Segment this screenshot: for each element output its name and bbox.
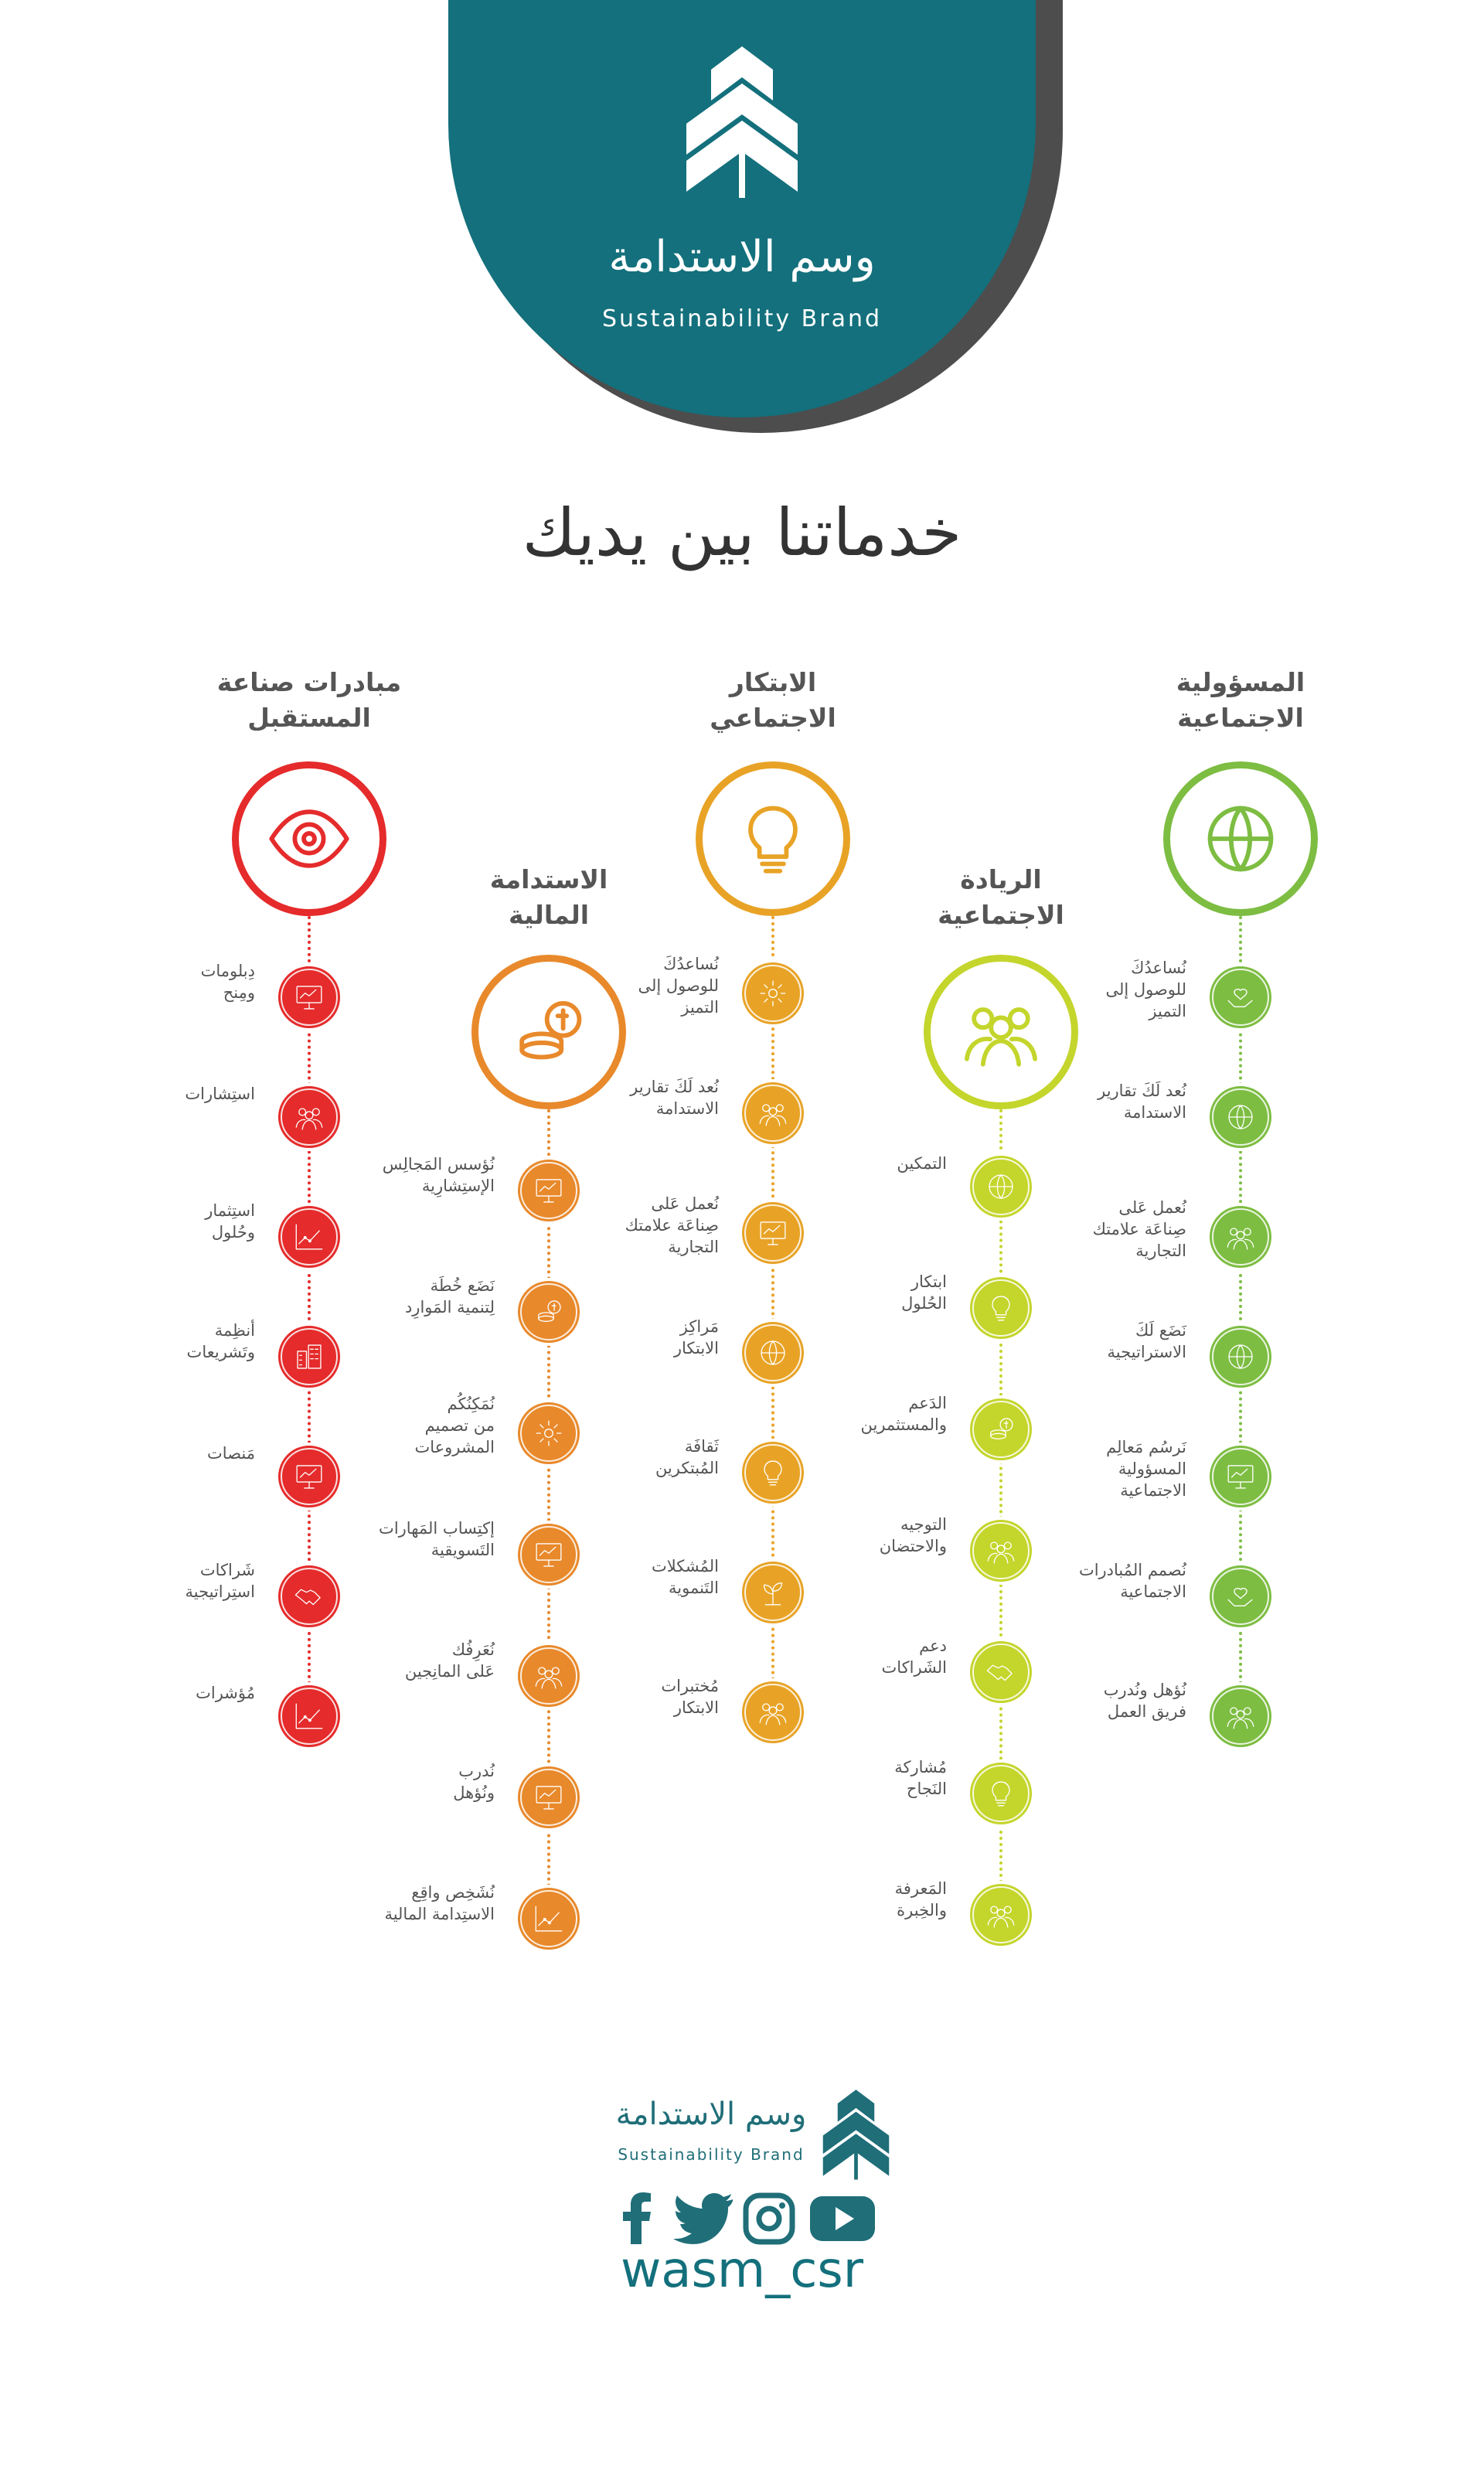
knowledge-network-icon[interactable]: [967, 1881, 1035, 1949]
plant-growth-icon[interactable]: [739, 1558, 807, 1627]
project-design-icon[interactable]: [515, 1399, 583, 1467]
column-connector-line: [547, 1109, 550, 1919]
service-label: نُصمم المُبادرات الاجتماعية: [1078, 1561, 1186, 1601]
column-connector-line: [999, 1109, 1002, 1915]
service-label: نَضَع خُطَة لِتنمية المَوارِد: [404, 1276, 495, 1317]
column-title: الابتكار الاجتماعي: [710, 667, 836, 733]
page-title: خدماتنا بين يديك: [522, 495, 962, 571]
consulting-icon[interactable]: [275, 1083, 343, 1151]
service-label: الدَعم والمستثمرين: [860, 1394, 947, 1434]
training-board-icon[interactable]: [515, 1763, 583, 1831]
team-icon[interactable]: [1207, 1682, 1275, 1750]
service-label: مَنصات: [207, 1444, 255, 1463]
service-label: المَعرفة والخِبرة: [894, 1879, 947, 1919]
hands-globe-icon[interactable]: [1207, 963, 1275, 1031]
leader-network-icon[interactable]: [924, 955, 1078, 1109]
column-connector-line: [771, 916, 774, 1712]
column-connector-line: [1239, 916, 1242, 1716]
service-label: نُساعدُكَ للوصول إلى التميز: [1105, 959, 1186, 1020]
service-label: نُعد لَكَ تقارير الاستدامة: [630, 1078, 719, 1118]
planet-icon[interactable]: [739, 1319, 807, 1387]
service-label: مُشاركة النَجاح: [894, 1758, 947, 1798]
column-connector-line: [308, 916, 311, 1716]
service-label: نُمَكِنُكُم من تصميم المشروعات: [414, 1395, 495, 1456]
service-label: نُعد لَكَ تقارير الاستدامة: [1098, 1082, 1186, 1122]
service-label: استِثمار وحُلول: [205, 1201, 255, 1242]
brand-board-icon[interactable]: [739, 1199, 807, 1267]
service-label: المُشكلات التَنموية: [651, 1557, 719, 1597]
instagram-icon[interactable]: [742, 2192, 796, 2246]
column-title: المسؤولية الاجتماعية: [1176, 667, 1305, 733]
empower-globe-icon[interactable]: [967, 1153, 1035, 1221]
column-title: مبادرات صناعة المستقبل: [216, 667, 402, 733]
service-label: نُساعدُكَ للوصول إلى التميز: [638, 955, 719, 1017]
youtube-icon[interactable]: [808, 2192, 877, 2246]
managers-chat-icon[interactable]: [515, 1642, 583, 1710]
brand-network-icon[interactable]: [1207, 1203, 1275, 1271]
innovation-bulb-icon[interactable]: [696, 761, 850, 916]
lab-team-icon[interactable]: [739, 1678, 807, 1746]
cloud-network-icon[interactable]: [739, 959, 807, 1027]
investment-icon[interactable]: [967, 1395, 1035, 1463]
lightbulb-icon[interactable]: [967, 1274, 1035, 1342]
footer-brand-arabic: وسم الاستدامة: [615, 2097, 807, 2132]
service-label: التوجيه والاحتضان: [879, 1515, 947, 1555]
head-idea-icon[interactable]: [739, 1439, 807, 1507]
service-label: شَراكات استِراتيجية: [185, 1561, 255, 1601]
finance-globe-icon[interactable]: [471, 955, 626, 1109]
service-label: نُؤسس المَجالِس الإستِشارِية: [382, 1155, 495, 1195]
success-bulb-icon[interactable]: [967, 1759, 1035, 1827]
service-label: أنظِمة وتَشريعات: [186, 1321, 255, 1361]
footer-logo-icon: [822, 2090, 890, 2180]
marketing-skills-icon[interactable]: [515, 1521, 583, 1589]
social-handle[interactable]: wasm_csr: [620, 2242, 864, 2299]
service-label: نُشَخِص واقِع الاستِدامة المالية: [384, 1883, 495, 1923]
partnership-icon[interactable]: [275, 1562, 343, 1630]
coins-plan-icon[interactable]: [515, 1278, 583, 1346]
vision-eye-icon[interactable]: [232, 761, 386, 916]
service-label: نُدرب ونُؤهل: [453, 1762, 495, 1802]
service-label: مُؤشرات: [196, 1684, 255, 1702]
service-label: نَرسُم مَعالِم المسؤولية الاجتماعية: [1106, 1438, 1186, 1500]
handshake-icon[interactable]: [967, 1638, 1035, 1706]
header-brand-english: Sustainability Brand: [601, 305, 883, 332]
service-label: مُختبرات الابتكار: [661, 1677, 719, 1717]
column-title: الاستدامة المالية: [489, 864, 608, 930]
wheat-leaf-logo-icon: [686, 46, 798, 198]
globe-strategy-icon[interactable]: [1207, 1323, 1275, 1391]
idea-people-icon[interactable]: [739, 1079, 807, 1147]
service-label: نُعَرِفُك عَلى المانِجين: [404, 1640, 495, 1681]
twitter-icon[interactable]: [672, 2192, 734, 2246]
service-label: مَراكِز الابتكار: [673, 1317, 719, 1357]
facebook-icon[interactable]: [611, 2192, 665, 2246]
devices-icon[interactable]: [275, 1443, 343, 1511]
presentation-board-icon[interactable]: [1207, 1443, 1275, 1511]
hands-care-icon[interactable]: [1207, 1562, 1275, 1630]
service-label: استِشارات: [185, 1085, 255, 1103]
service-label: ثَقافَة المُبتكرين: [655, 1437, 719, 1477]
service-label: نُعمل عَلى صِناعَة علامتك التجارية: [625, 1194, 719, 1256]
globe-people-icon[interactable]: [1163, 761, 1318, 916]
buildings-icon[interactable]: [275, 1323, 343, 1391]
service-label: نُعمل عَلى صِناعَة علامتك التجارية: [1092, 1198, 1186, 1260]
graduation-icon[interactable]: [275, 963, 343, 1031]
eco-globe-icon[interactable]: [1207, 1083, 1275, 1151]
analysis-icon[interactable]: [515, 1885, 583, 1953]
mentoring-icon[interactable]: [967, 1517, 1035, 1585]
column-title: الريادة الاجتماعية: [938, 864, 1064, 930]
header-brand-arabic: وسم الاستدامة: [608, 232, 876, 282]
council-icon[interactable]: [515, 1156, 583, 1225]
investment-growth-icon[interactable]: [275, 1203, 343, 1271]
service-label: التمكين: [897, 1154, 947, 1173]
service-label: ابتكار الحُلول: [901, 1272, 947, 1313]
service-label: نُؤهل ونُدرب فريق العمل: [1103, 1681, 1186, 1721]
service-label: دِبلومات ومِنح: [200, 962, 255, 1002]
service-label: نَضَع لَكَ الاستراتيجية: [1107, 1321, 1187, 1361]
indicators-chart-icon[interactable]: [275, 1682, 343, 1750]
service-label: دعم الشَراكات: [881, 1637, 947, 1677]
footer-brand-english: Sustainability Brand: [618, 2145, 805, 2164]
service-label: إكتِساب المَهارات التَسويقية: [379, 1519, 495, 1559]
